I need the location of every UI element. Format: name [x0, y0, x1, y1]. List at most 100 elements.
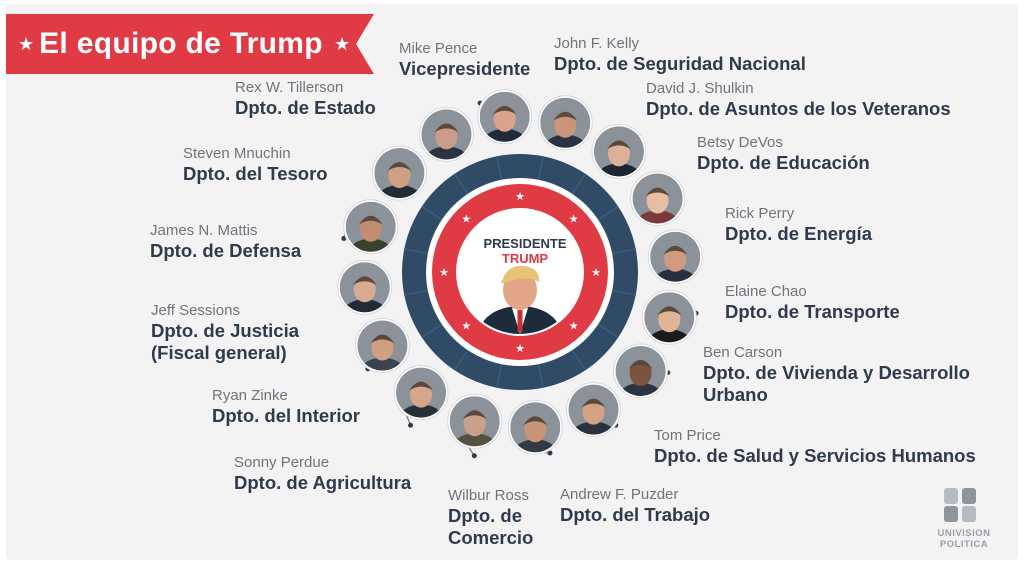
person-role: Dpto. de Vivienda y Desarrollo Urbano [703, 362, 970, 405]
ring-divider [537, 364, 544, 388]
connector-dot [341, 235, 347, 241]
cabinet-portrait [568, 384, 619, 435]
cabinet-portrait [615, 345, 666, 396]
star-icon: ★ [18, 34, 35, 54]
person-name: John F. Kelly [554, 35, 640, 52]
center-name: TRUMP [501, 251, 549, 266]
connector-dot [408, 422, 414, 428]
cabinet-portrait [396, 367, 447, 418]
star-icon: ★ [461, 212, 471, 225]
ring-divider [597, 323, 619, 339]
star-icon: ★ [515, 190, 525, 203]
person-name: Tom Price [654, 427, 721, 444]
ring-divider [404, 289, 428, 296]
ring-divider [421, 205, 443, 221]
person-role: Dpto. del Tesoro [183, 163, 328, 184]
person-name: Steven Mnuchin [183, 145, 291, 162]
person-name: Andrew F. Puzder [560, 486, 679, 503]
ring-divider [453, 349, 469, 371]
person-role: Dpto. de Agricultura [234, 472, 412, 493]
cabinet-portrait [345, 201, 396, 252]
cabinet-portrait [650, 231, 701, 282]
ring-divider [537, 156, 544, 180]
person-name: Elaine Chao [725, 283, 807, 300]
ring-divider [404, 248, 428, 255]
univision-logo-icon [944, 488, 976, 522]
person-role: Dpto. de Estado [235, 97, 376, 118]
person-name: James N. Mattis [150, 222, 258, 239]
label-wilbur-ross: Wilbur Ross Dpto. de Comercio [448, 487, 533, 549]
ring-divider [571, 173, 587, 195]
label-andrew-puzder: Andrew F. Puzder Dpto. del Trabajo [560, 486, 710, 526]
person-role: Dpto. de Comercio [448, 505, 534, 548]
label-steven-mnuchin: Steven Mnuchin Dpto. del Tesoro [183, 145, 328, 185]
ring-divider [453, 173, 469, 195]
ring-divider [496, 364, 503, 388]
cabinet-portrait [421, 109, 472, 160]
person-role: Dpto. del Interior [212, 405, 360, 426]
label-ben-carson: Ben Carson Dpto. de Vivienda y Desarroll… [703, 344, 970, 406]
cabinet-portrait [644, 292, 695, 343]
ring-divider [496, 156, 503, 180]
star-icon: ★ [439, 266, 449, 279]
page-title: El equipo de Trump [39, 27, 323, 60]
label-sonny-perdue: Sonny Perdue Dpto. de Agricultura [234, 454, 411, 494]
cabinet-portrait [479, 91, 530, 142]
ring-divider [421, 323, 443, 339]
title-banner: ★ El equipo de Trump ★ [6, 14, 374, 74]
person-name: Wilbur Ross [448, 487, 529, 504]
cabinet-portrait [374, 148, 425, 199]
infographic-card: ★ El equipo de Trump ★ ★ ★ ★ ★ ★ ★ ★ ★ PRESIDEN… [6, 4, 1018, 560]
ring-divider [571, 349, 587, 371]
person-name: Rex W. Tillerson [235, 79, 344, 96]
label-ryan-zinke: Ryan Zinke Dpto. del Interior [212, 387, 360, 427]
person-role: Dpto. de Justicia (Fiscal general) [151, 320, 300, 363]
person-name: Mike Pence [399, 40, 478, 57]
star-icon: ★ [334, 34, 351, 54]
cabinet-portrait [540, 97, 591, 148]
person-name: Ryan Zinke [212, 387, 288, 404]
person-role: Dpto. de Asuntos de los Veteranos [646, 98, 951, 119]
label-jeff-sessions: Jeff Sessions Dpto. de Justicia (Fiscal … [151, 302, 299, 364]
logo-text-line2: POLITICA [939, 539, 989, 550]
person-role: Dpto. de Transporte [725, 301, 900, 322]
person-name: Jeff Sessions [151, 302, 240, 319]
label-david-shulkin: David J. Shulkin Dpto. de Asuntos de los… [646, 80, 951, 120]
person-role: Dpto. de Salud y Servicios Humanos [654, 445, 976, 466]
star-icon: ★ [591, 266, 601, 279]
person-role: Dpto. de Educación [697, 152, 870, 173]
cabinet-portrait [510, 402, 561, 453]
label-rick-perry: Rick Perry Dpto. de Energía [725, 205, 872, 245]
star-icon: ★ [569, 320, 579, 333]
person-role: Vicepresidente [399, 58, 531, 79]
ring-divider [612, 289, 636, 296]
cabinet-portrait [357, 320, 408, 371]
ring-divider [612, 248, 636, 255]
label-james-mattis: James N. Mattis Dpto. de Defensa [150, 222, 301, 262]
label-mike-pence: Mike Pence Vicepresidente [399, 40, 530, 80]
person-name: David J. Shulkin [646, 80, 754, 97]
label-elaine-chao: Elaine Chao Dpto. de Transporte [725, 283, 900, 323]
person-name: Betsy DeVos [697, 134, 783, 151]
person-role: Dpto. del Trabajo [560, 504, 711, 525]
star-icon: ★ [461, 320, 471, 333]
cabinet-portrait [593, 126, 644, 177]
star-icon: ★ [569, 212, 579, 225]
connector-dot [471, 453, 477, 459]
person-role: Dpto. de Seguridad Nacional [554, 53, 806, 74]
person-name: Sonny Perdue [234, 454, 330, 471]
cabinet-portrait [632, 173, 683, 224]
center-title: PRESIDENTE [483, 236, 567, 251]
connector-dot [547, 450, 553, 456]
person-name: Rick Perry [725, 205, 795, 222]
label-john-kelly: John F. Kelly Dpto. de Seguridad Naciona… [554, 35, 806, 75]
label-tom-price: Tom Price Dpto. de Salud y Servicios Hum… [654, 427, 976, 467]
logo-wordmark: UNIVISION POLITICA [918, 528, 1010, 550]
president-portrait [458, 210, 582, 334]
star-icon: ★ [515, 342, 525, 355]
logo-text-line1: UNIVISION [937, 528, 991, 539]
label-betsy-devos: Betsy DeVos Dpto. de Educación [697, 134, 870, 174]
cabinet-wheel: ★ ★ ★ ★ ★ ★ ★ ★ [337, 89, 703, 459]
cabinet-portrait [339, 262, 390, 313]
ring-divider [597, 205, 619, 221]
